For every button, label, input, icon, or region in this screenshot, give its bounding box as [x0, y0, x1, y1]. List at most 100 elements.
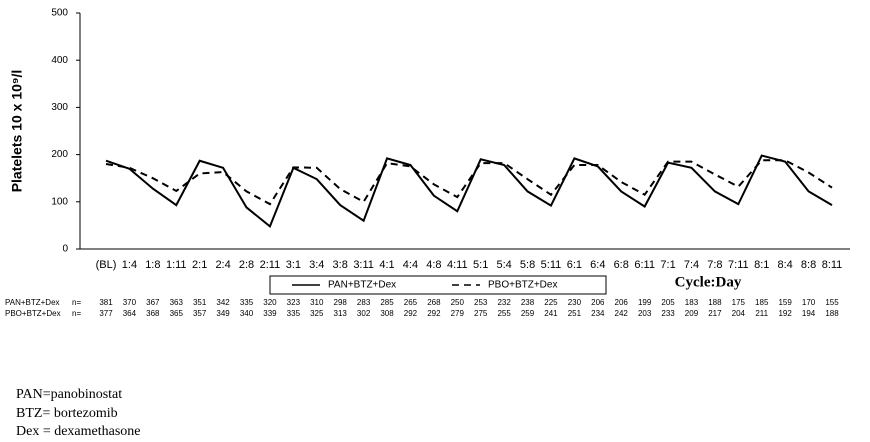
n-value: 313 [334, 309, 348, 318]
n-value: 204 [732, 309, 746, 318]
n-value: 170 [802, 298, 816, 307]
n-value: 159 [778, 298, 792, 307]
n-value: 211 [755, 309, 768, 318]
footnote: Dex = dexamethasone [16, 424, 141, 439]
n-row-label: PBO+BTZ+Dex [5, 309, 61, 318]
n-value: 351 [193, 298, 207, 307]
n-value: 188 [708, 298, 722, 307]
n-value: 377 [99, 309, 113, 318]
n-value: 234 [591, 309, 605, 318]
n-value: 225 [544, 298, 558, 307]
n-value: 209 [685, 309, 699, 318]
n-value: 188 [825, 309, 839, 318]
n-value: 241 [544, 309, 558, 318]
n-value: 283 [357, 298, 371, 307]
n-value: 242 [615, 309, 629, 318]
series-line [105, 154, 833, 228]
x-tick-label: 5:1 [473, 259, 488, 271]
n-value: 238 [521, 298, 535, 307]
x-tick-label: 6:1 [567, 259, 582, 271]
n-value: 194 [802, 309, 816, 318]
x-tick-label: 4:4 [403, 259, 418, 271]
n-value: 183 [685, 298, 699, 307]
n-value: 268 [427, 298, 441, 307]
n-row-label: PAN+BTZ+Dex [5, 298, 60, 307]
x-axis-label: Cycle:Day [675, 274, 742, 290]
n-value: 199 [638, 298, 652, 307]
x-tick-label: 7:4 [684, 259, 699, 271]
n-value: 335 [240, 298, 254, 307]
n-value: 230 [568, 298, 582, 307]
n-value: 259 [521, 309, 535, 318]
y-tick-label: 100 [51, 196, 68, 207]
y-tick-label: 200 [51, 149, 68, 160]
n-value: 279 [451, 309, 465, 318]
legend-label: PAN+BTZ+Dex [328, 280, 396, 291]
y-tick-label: 0 [62, 244, 68, 255]
n-value: 206 [591, 298, 605, 307]
y-axis-label: Platelets 10 x 10⁹/l [9, 70, 25, 193]
x-tick-label: 7:1 [660, 259, 675, 271]
n-value: 203 [638, 309, 652, 318]
x-tick-label: 1:4 [122, 259, 137, 271]
n-value: 233 [661, 309, 675, 318]
x-tick-label: 3:1 [286, 259, 301, 271]
n-value: 357 [193, 309, 207, 318]
x-tick-label: 2:4 [215, 259, 230, 271]
x-tick-label: 8:1 [754, 259, 769, 271]
x-tick-label: (BL) [96, 259, 117, 271]
n-value: 342 [216, 298, 230, 307]
x-tick-label: 5:11 [541, 259, 562, 271]
n-value: 335 [287, 309, 301, 318]
n-value: 175 [732, 298, 746, 307]
n-value: 325 [310, 309, 324, 318]
n-value: 232 [497, 298, 511, 307]
n-value: 185 [755, 298, 769, 307]
x-tick-label: 4:1 [379, 259, 394, 271]
n-value: 251 [568, 309, 582, 318]
x-tick-label: 1:8 [145, 259, 160, 271]
x-tick-label: 2:11 [260, 259, 281, 271]
x-tick-label: 1:11 [166, 259, 187, 271]
legend-label: PBO+BTZ+Dex [488, 280, 557, 291]
x-tick-label: 2:1 [192, 259, 207, 271]
x-tick-label: 5:8 [520, 259, 535, 271]
x-tick-label: 6:4 [590, 259, 605, 271]
n-value: 370 [123, 298, 137, 307]
x-tick-label: 7:11 [728, 259, 749, 271]
n-value: 323 [287, 298, 301, 307]
n-value: 155 [825, 298, 839, 307]
n-value: 250 [451, 298, 465, 307]
y-tick-label: 400 [51, 55, 68, 66]
n-value: 364 [123, 309, 137, 318]
n-value: 339 [263, 309, 277, 318]
n-value: 310 [310, 298, 324, 307]
n-value: 381 [99, 298, 113, 307]
x-tick-label: 8:4 [778, 259, 793, 271]
n-row-n: n= [72, 298, 81, 307]
n-value: 365 [170, 309, 184, 318]
n-value: 292 [427, 309, 441, 318]
n-value: 285 [380, 298, 394, 307]
x-tick-label: 6:11 [634, 259, 655, 271]
n-value: 368 [146, 309, 160, 318]
n-value: 292 [404, 309, 418, 318]
x-tick-label: 3:8 [333, 259, 348, 271]
n-value: 217 [708, 309, 722, 318]
footnote: PAN=panobinostat [16, 387, 122, 402]
y-tick-label: 300 [51, 102, 68, 113]
n-value: 265 [404, 298, 418, 307]
n-value: 255 [497, 309, 511, 318]
x-tick-label: 4:11 [447, 259, 468, 271]
n-value: 367 [146, 298, 160, 307]
x-tick-label: 4:8 [426, 259, 441, 271]
n-row-n: n= [72, 309, 81, 318]
x-tick-label: 2:8 [239, 259, 254, 271]
x-tick-label: 3:4 [309, 259, 324, 271]
n-value: 206 [615, 298, 629, 307]
footnote: BTZ= bortezomib [16, 406, 118, 421]
n-value: 275 [474, 309, 488, 318]
x-tick-label: 6:8 [614, 259, 629, 271]
x-tick-label: 3:11 [353, 259, 374, 271]
series-line [105, 159, 833, 206]
